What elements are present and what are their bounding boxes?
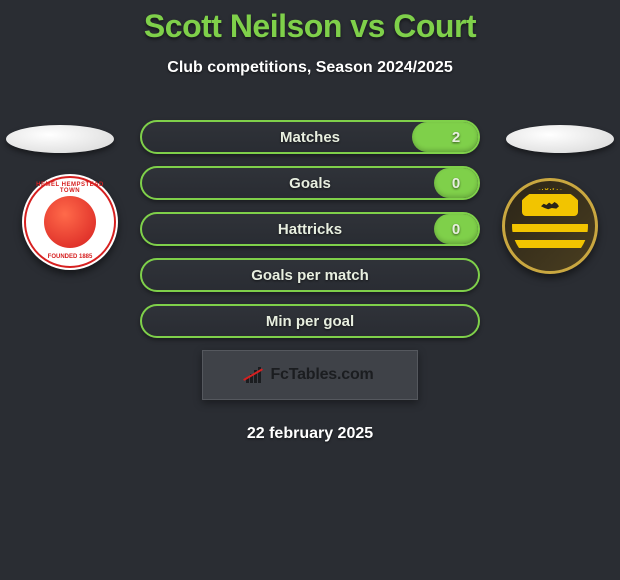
right-club-panel-icon (522, 194, 578, 216)
right-club-wave-icon (512, 240, 588, 248)
right-club-inner: M.U.F.C (512, 188, 588, 264)
stats-list: Matches 2 Goals 0 Hattricks 0 Goals per … (140, 120, 480, 350)
stat-row: Hattricks 0 (140, 212, 480, 246)
left-club-badge: HEMEL HEMPSTEAD TOWN FOUNDED 1885 (22, 174, 118, 270)
lion-icon (541, 199, 559, 211)
stat-value: 0 (434, 168, 478, 198)
right-player-silhouette (506, 125, 614, 153)
stat-label: Min per goal (266, 313, 354, 330)
right-club-badge: M.U.F.C (502, 178, 598, 274)
stat-row: Goals 0 (140, 166, 480, 200)
watermark-text: FcTables.com (270, 366, 373, 384)
stat-row: Matches 2 (140, 120, 480, 154)
left-club-inner-icon (44, 196, 96, 248)
bar-chart-icon (246, 367, 264, 383)
stat-value (434, 260, 478, 290)
watermark: FcTables.com (202, 350, 418, 400)
stat-label: Goals (289, 175, 331, 192)
left-club-ring-text-top: HEMEL HEMPSTEAD TOWN (26, 182, 114, 194)
stat-row: Min per goal (140, 304, 480, 338)
right-club-wave-icon (512, 224, 588, 232)
stat-label: Hattricks (278, 221, 342, 238)
stat-row: Goals per match (140, 258, 480, 292)
subtitle: Club competitions, Season 2024/2025 (0, 59, 620, 77)
stat-value (434, 306, 478, 336)
stat-value: 0 (434, 214, 478, 244)
left-player-silhouette (6, 125, 114, 153)
date: 22 february 2025 (0, 425, 620, 443)
left-club-ring: HEMEL HEMPSTEAD TOWN FOUNDED 1885 (24, 176, 116, 268)
page-title: Scott Neilson vs Court (0, 0, 620, 45)
stat-label: Goals per match (251, 267, 369, 284)
left-club-ring-text-bottom: FOUNDED 1885 (26, 254, 114, 260)
right-club-badge-text: M.U.F.C (512, 188, 588, 192)
stat-value: 2 (434, 122, 478, 152)
stat-label: Matches (280, 129, 340, 146)
stats-card: Scott Neilson vs Court Club competitions… (0, 0, 620, 580)
